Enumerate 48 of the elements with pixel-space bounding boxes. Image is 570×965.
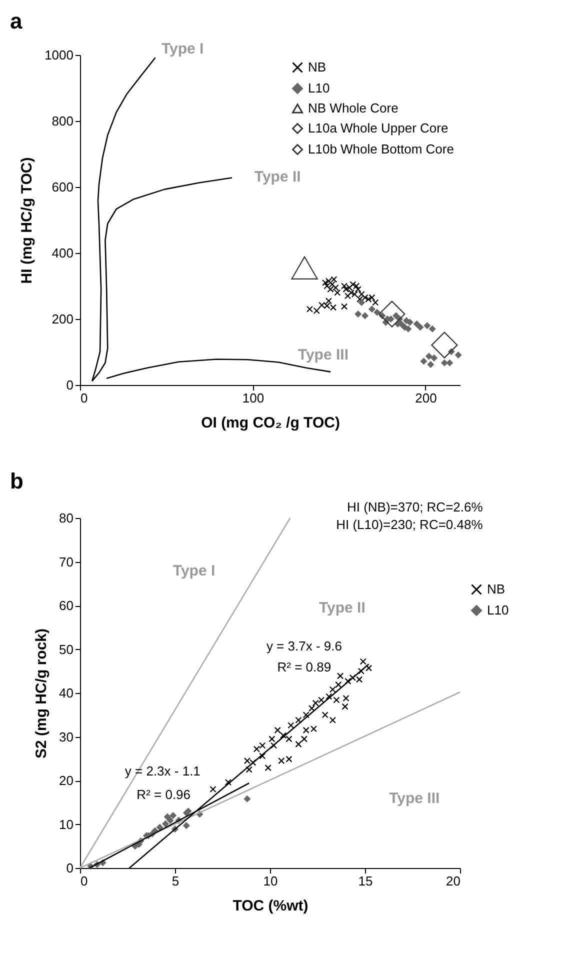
y-tick-label: 50 — [59, 642, 74, 657]
y-tick-label: 600 — [52, 180, 74, 194]
annotation: y = 3.7x - 9.6 — [266, 638, 342, 654]
x-axis-title: TOC (%wt) — [232, 898, 308, 914]
legend-label: NB — [308, 60, 326, 74]
y-tick-label: 30 — [59, 729, 74, 744]
annotation: Type II — [254, 168, 301, 186]
x-tick-label: 20 — [446, 874, 460, 888]
annotation: Type III — [389, 790, 440, 807]
y-axis-title: S2 (mg HC/g rock) — [33, 628, 50, 759]
y-tick-label: 70 — [59, 554, 74, 570]
x-tick-label: 0 — [80, 874, 88, 888]
annotation: Type II — [318, 599, 366, 616]
y-tick-label: 1000 — [44, 48, 74, 62]
y-axis-title: HI (mg HC/g TOC) — [18, 157, 36, 284]
y-tick-label: 0 — [66, 378, 74, 392]
y-tick-label: 20 — [59, 773, 74, 788]
x-tick-label: 15 — [358, 874, 373, 888]
y-tick-label: 0 — [66, 860, 74, 876]
annotation: Type III — [298, 346, 348, 364]
annotation: HI (L10)=230; RC=0.48% — [336, 517, 484, 532]
y-tick-label: 400 — [52, 246, 74, 260]
annotation: Type I — [172, 562, 216, 580]
y-tick-label: 40 — [59, 686, 74, 700]
x-axis-title: OI (mg CO₂ /g TOC) — [201, 414, 340, 432]
x-tick-label: 0 — [80, 390, 88, 406]
legend-label: L10 — [487, 602, 509, 618]
y-tick-label: 80 — [59, 510, 74, 526]
x-tick-label: 200 — [415, 390, 437, 406]
legend-label: L10a Whole Upper Core — [308, 120, 448, 136]
y-tick-label: 60 — [59, 598, 74, 613]
legend-label: NB — [487, 582, 506, 596]
annotation: Type I — [161, 40, 204, 58]
annotation: R² = 0.89 — [277, 659, 332, 674]
text: HI (NB)=370; RC=2.6% — [346, 500, 484, 514]
x-tick-label: 5 — [172, 874, 180, 888]
legend-label: NB Whole Core — [308, 100, 398, 116]
annotation: y = 2.3x - 1.1 — [124, 763, 200, 778]
chart-title: a — [10, 8, 23, 34]
y-tick-label: 10 — [59, 816, 74, 832]
chart-title: b — [10, 468, 24, 494]
x-tick-label: 100 — [242, 390, 264, 406]
x-tick-label: 10 — [263, 874, 278, 888]
y-tick-label: 200 — [52, 312, 74, 326]
y-tick-label: 800 — [52, 114, 74, 128]
legend-label: L10 — [308, 80, 330, 96]
annotation: R² = 0.96 — [136, 786, 191, 802]
legend-label: L10b Whole Bottom Core — [308, 142, 454, 156]
